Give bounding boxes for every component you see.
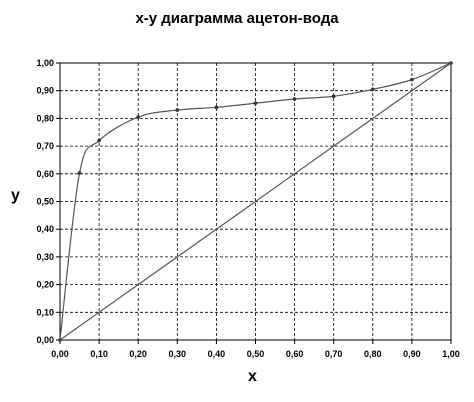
y-tick-label: 0,40 (36, 224, 54, 234)
y-tick-label: 0,00 (36, 335, 54, 345)
diagonal-line (59, 62, 452, 341)
data-point (331, 94, 336, 99)
y-tick-label: 0,70 (36, 141, 54, 151)
x-tick-label: 0,40 (208, 349, 226, 359)
x-tick-label: 1,00 (442, 349, 460, 359)
chart-title: x-y диаграмма ацетон-вода (135, 10, 339, 27)
data-point (175, 108, 180, 112)
y-axis-label: y (11, 187, 20, 204)
data-point (97, 138, 101, 143)
x-tick-label: 0,80 (364, 349, 382, 359)
y-tick-label: 0,90 (36, 86, 54, 96)
y-tick-label: 0,30 (36, 252, 54, 262)
x-tick-label: 0,70 (325, 349, 343, 359)
data-point (371, 87, 375, 92)
x-tick-label: 0,90 (403, 349, 421, 359)
data-point (253, 101, 258, 105)
data-point (214, 105, 219, 110)
data-point (77, 171, 82, 175)
x-tick-label: 0,20 (129, 349, 147, 359)
data-point (410, 77, 414, 82)
x-tick-label: 0,50 (247, 349, 265, 359)
y-tick-label: 0,10 (36, 307, 54, 317)
x-tick-label: 0,60 (286, 349, 304, 359)
data-point (292, 97, 297, 101)
x-tick-label: 0,10 (90, 349, 108, 359)
y-tick-label: 0,20 (36, 280, 54, 290)
x-tick-label: 0,30 (169, 349, 187, 359)
x-tick-label: 0,00 (51, 349, 69, 359)
y-tick-label: 0,80 (36, 113, 54, 123)
y-tick-label: 0,60 (36, 169, 54, 179)
x-axis-label: x (248, 368, 257, 385)
data-point (136, 115, 140, 119)
y-tick-label: 1,00 (36, 58, 54, 68)
y-tick-label: 0,50 (36, 197, 54, 207)
